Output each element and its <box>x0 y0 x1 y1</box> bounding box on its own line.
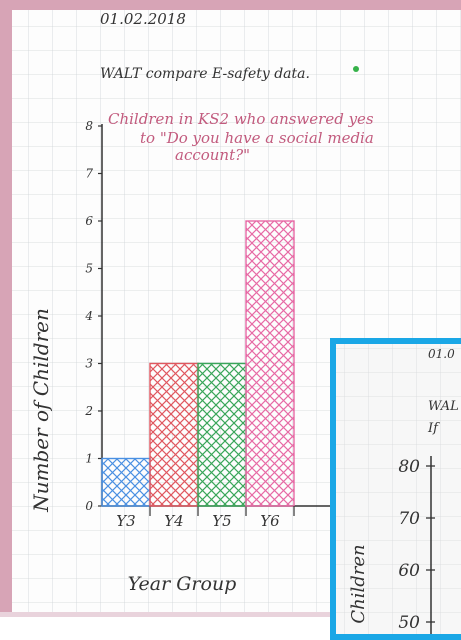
y-tick-label: 8 <box>85 119 93 133</box>
y-axis-label: Number of Children <box>29 308 53 513</box>
y-tick-label: 7 <box>85 167 93 181</box>
bar-y6 <box>245 220 295 507</box>
inset-y-tick-label: 80 <box>398 457 420 477</box>
inset-walt: WAL <box>428 399 459 414</box>
bar-y5 <box>197 362 247 507</box>
date-text: 01.02.2018 <box>100 10 186 28</box>
x-tick-label: Y3 <box>116 512 135 530</box>
y-tick-label: 0 <box>85 499 93 513</box>
x-tick-label: Y5 <box>212 512 231 530</box>
y-tick-label: 2 <box>84 404 93 418</box>
pink-frame-bottom <box>0 612 461 617</box>
inset-y-label: Children <box>348 544 369 623</box>
chart-title: Children in KS2 who answered yes to "Do … <box>108 110 379 164</box>
x-tick-label: Y6 <box>260 512 280 530</box>
inset-y-tick-label: 50 <box>398 613 420 633</box>
y-tick-label: 6 <box>85 214 93 228</box>
y-tick-label: 1 <box>85 452 93 466</box>
inset-line2: If <box>427 421 440 436</box>
walt-text: WALT compare E-safety data. <box>100 66 310 82</box>
pink-frame-top <box>0 0 461 10</box>
green-dot-icon <box>353 66 359 72</box>
x-tick-label: Y4 <box>164 512 183 530</box>
inset-photo: 01.0 WAL If 80 70 60 50 Children <box>330 338 461 640</box>
graph-paper: 01.02.2018 WALT compare E-safety data. C… <box>0 0 461 617</box>
x-axis-label: Year Group <box>128 573 237 595</box>
bar-chart: 0 1 2 3 4 5 6 7 8 Y3 Y4 Y5 Y6 <box>84 119 330 530</box>
pink-frame-left <box>0 0 12 617</box>
inset-date: 01.0 <box>428 347 455 361</box>
y-tick-label: 3 <box>85 357 93 371</box>
bar-y3 <box>101 457 151 507</box>
bar-y4 <box>149 362 199 507</box>
inset-y-tick-label: 60 <box>398 561 420 581</box>
y-tick-label: 5 <box>85 262 93 276</box>
y-tick-label: 4 <box>84 309 93 323</box>
inset-y-tick-label: 70 <box>398 509 420 529</box>
